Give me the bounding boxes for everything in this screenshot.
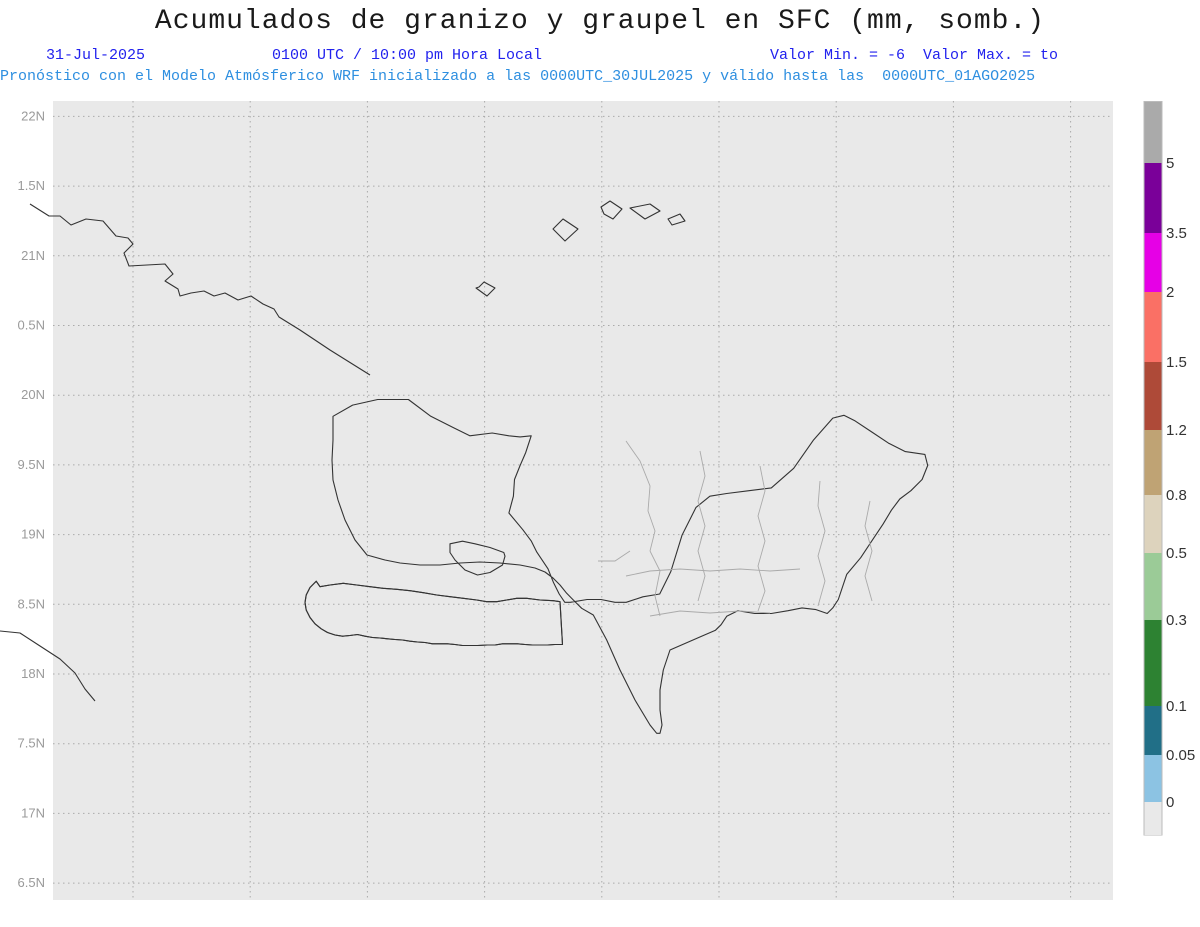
svg-text:1.5N: 1.5N [18,178,45,193]
svg-text:8.5N: 8.5N [18,596,45,611]
svg-text:17N: 17N [21,805,45,820]
svg-text:5: 5 [1166,155,1174,172]
svg-text:0.3: 0.3 [1166,612,1187,629]
svg-text:0: 0 [1166,794,1174,811]
svg-text:22N: 22N [21,108,45,123]
svg-text:19N: 19N [21,527,45,542]
svg-text:6.5N: 6.5N [18,875,45,890]
svg-text:0.1: 0.1 [1166,698,1187,715]
svg-text:3.5: 3.5 [1166,225,1187,242]
svg-text:7.5N: 7.5N [18,736,45,751]
svg-text:0.8: 0.8 [1166,487,1187,504]
svg-text:20N: 20N [21,387,45,402]
svg-text:1.2: 1.2 [1166,422,1187,439]
svg-text:21N: 21N [21,248,45,263]
svg-text:0.05: 0.05 [1166,747,1195,764]
svg-text:2: 2 [1166,284,1174,301]
svg-text:1.5: 1.5 [1166,354,1187,371]
svg-text:0.5: 0.5 [1166,545,1187,562]
svg-text:9.5N: 9.5N [18,457,45,472]
svg-text:0.5N: 0.5N [18,318,45,333]
svg-text:18N: 18N [21,666,45,681]
